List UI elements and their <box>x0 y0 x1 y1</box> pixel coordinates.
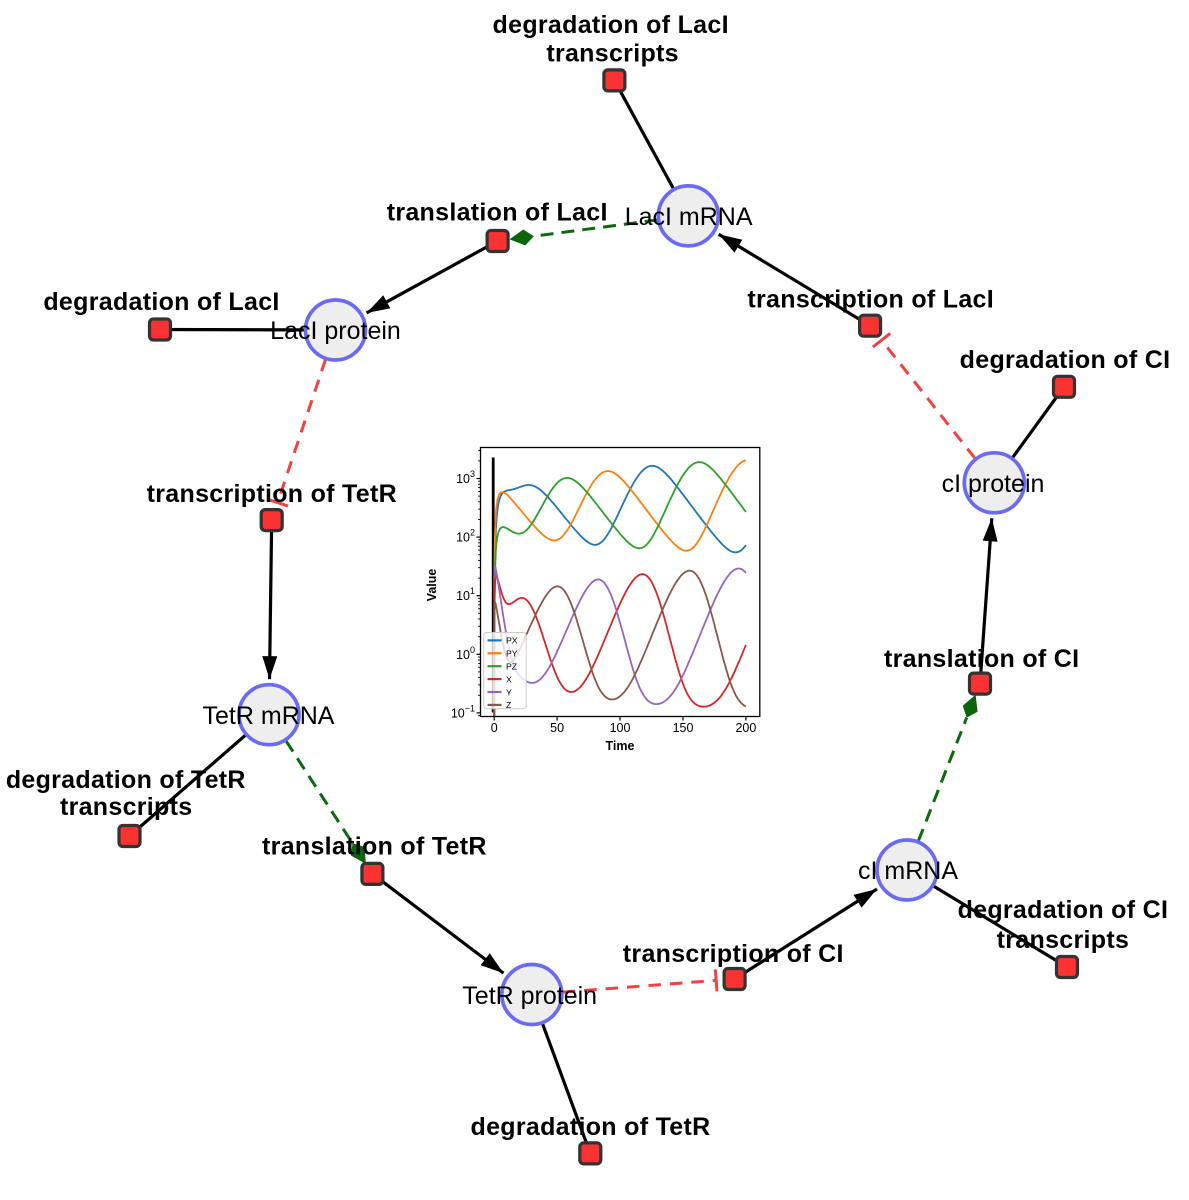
svg-text:degradation of LacI: degradation of LacI <box>493 11 729 39</box>
svg-text:degradation of CI: degradation of CI <box>960 346 1171 374</box>
svg-text:cI mRNA: cI mRNA <box>858 857 958 885</box>
svg-text:150: 150 <box>673 721 694 735</box>
svg-text:PZ: PZ <box>506 662 518 672</box>
svg-text:translation of TetR: translation of TetR <box>262 833 487 861</box>
svg-text:TetR mRNA: TetR mRNA <box>203 702 335 730</box>
svg-text:X: X <box>506 674 512 684</box>
svg-text:translation of LacI: translation of LacI <box>387 199 608 227</box>
svg-text:cI protein: cI protein <box>942 470 1045 498</box>
svg-text:degradation of TetR: degradation of TetR <box>471 1113 711 1141</box>
svg-text:LacI protein: LacI protein <box>270 317 401 345</box>
svg-text:transcripts: transcripts <box>997 926 1130 954</box>
svg-text:Z: Z <box>506 700 512 710</box>
svg-text:transcription of CI: transcription of CI <box>623 940 844 968</box>
svg-text:transcription of LacI: transcription of LacI <box>747 286 994 314</box>
svg-text:100: 100 <box>610 721 631 735</box>
svg-text:Time: Time <box>606 739 635 753</box>
svg-text:Y: Y <box>506 687 512 697</box>
svg-text:Value: Value <box>425 569 439 602</box>
svg-text:TetR protein: TetR protein <box>462 982 597 1010</box>
svg-text:200: 200 <box>735 721 756 735</box>
svg-text:degradation of CI: degradation of CI <box>958 896 1169 924</box>
svg-text:50: 50 <box>550 721 564 735</box>
svg-text:degradation of TetR: degradation of TetR <box>6 766 246 794</box>
svg-text:0: 0 <box>491 721 498 735</box>
svg-text:LacI mRNA: LacI mRNA <box>625 203 753 231</box>
svg-text:transcripts: transcripts <box>546 40 679 68</box>
svg-text:degradation of LacI: degradation of LacI <box>43 288 279 316</box>
svg-text:transcripts: transcripts <box>60 793 193 821</box>
svg-text:translation of CI: translation of CI <box>884 645 1079 673</box>
svg-text:transcription of TetR: transcription of TetR <box>147 480 397 508</box>
svg-text:PX: PX <box>506 636 518 646</box>
svg-text:PY: PY <box>506 649 518 659</box>
